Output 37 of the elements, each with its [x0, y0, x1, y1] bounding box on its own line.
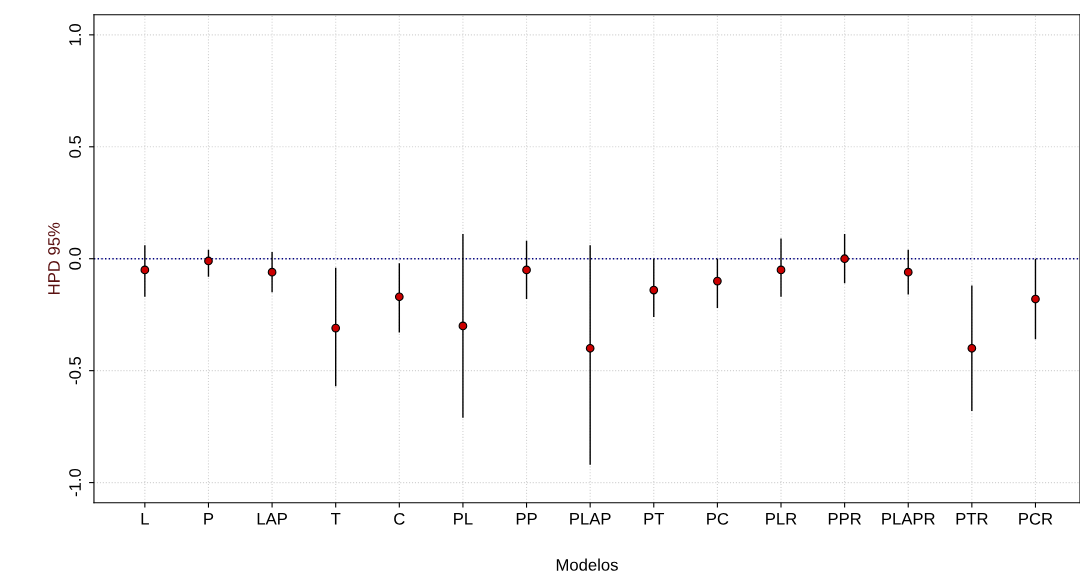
point	[522, 265, 531, 275]
x-tick-label: PLAP	[570, 513, 611, 525]
point	[967, 343, 977, 353]
point	[713, 276, 722, 286]
y-tick-label: -0.5	[69, 356, 81, 385]
point	[331, 323, 341, 333]
point	[585, 343, 595, 353]
point	[649, 285, 659, 295]
x-tick-label: T	[330, 513, 341, 525]
x-tick-label: PLAPR	[882, 513, 935, 525]
x-tick-label: PL	[454, 513, 473, 525]
x-tick-label: L	[141, 513, 149, 525]
x-tick-label: PLR	[766, 513, 797, 525]
y-tick-label: 1.0	[69, 23, 81, 46]
x-tick-label: PCR	[1019, 512, 1053, 525]
y-axis-title: HPD 95%	[48, 222, 60, 294]
x-tick-label: LAP	[257, 513, 287, 525]
x-tick-label: P	[204, 513, 214, 525]
point	[458, 321, 468, 331]
y-tick-label: 0.0	[69, 247, 81, 270]
point	[204, 256, 213, 266]
x-tick-label: C	[394, 512, 405, 525]
point	[1031, 294, 1040, 304]
x-tick-label: PP	[516, 513, 537, 525]
x-tick-label: PTR	[956, 513, 988, 525]
x-tick-label: PPR	[828, 513, 861, 525]
point	[840, 254, 849, 264]
point	[140, 265, 150, 275]
y-tick-label: -1.0	[69, 468, 81, 497]
point	[903, 267, 913, 277]
x-tick-label: PC	[707, 512, 729, 525]
point	[776, 265, 786, 275]
y-tick-label: 0.5	[69, 135, 81, 158]
x-tick-label: PT	[644, 513, 665, 525]
point	[267, 267, 277, 277]
x-axis-title: Modelos	[556, 558, 618, 571]
point	[394, 292, 404, 302]
